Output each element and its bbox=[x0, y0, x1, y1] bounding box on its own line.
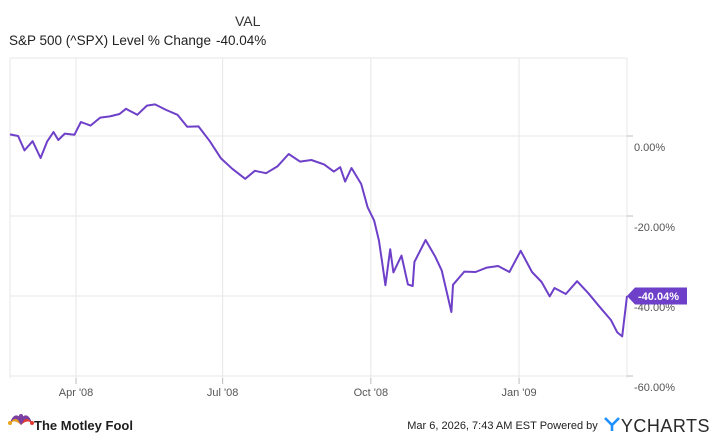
y-tick-label: -40.00% bbox=[634, 302, 675, 314]
series-line bbox=[9, 103, 628, 338]
end-value-label-bg bbox=[627, 287, 687, 305]
footer-attribution: Mar 6, 2026, 7:43 AM EST Powered by YCHA… bbox=[407, 414, 710, 438]
legend-series-label: S&P 500 (^SPX) Level % Change bbox=[9, 33, 211, 48]
x-tick-label: Jan '09 bbox=[501, 387, 536, 399]
y-tick-label: -60.00% bbox=[634, 382, 675, 394]
x-tick-label: Jul '08 bbox=[207, 387, 238, 399]
motley-fool-jester-icon bbox=[8, 409, 34, 440]
ycharts-icon bbox=[603, 416, 620, 437]
y-tick-label: -20.00% bbox=[634, 222, 675, 234]
end-value-label-text: -40.04% bbox=[638, 291, 679, 303]
motley-fool-logo-text: The Motley Fool bbox=[34, 418, 133, 433]
ycharts-logo-text: YCHARTS bbox=[620, 415, 710, 436]
legend-series-value: -40.04% bbox=[216, 33, 267, 48]
x-tick-label: Oct '08 bbox=[354, 387, 389, 399]
x-tick-label: Apr '08 bbox=[59, 387, 94, 399]
end-value-label: -40.04% bbox=[627, 287, 687, 305]
chart-timestamp: Mar 6, 2026, 7:43 AM EST Powered by bbox=[407, 420, 598, 432]
legend-column-header: VAL bbox=[235, 13, 261, 29]
y-tick-label: 0.00% bbox=[634, 142, 665, 154]
